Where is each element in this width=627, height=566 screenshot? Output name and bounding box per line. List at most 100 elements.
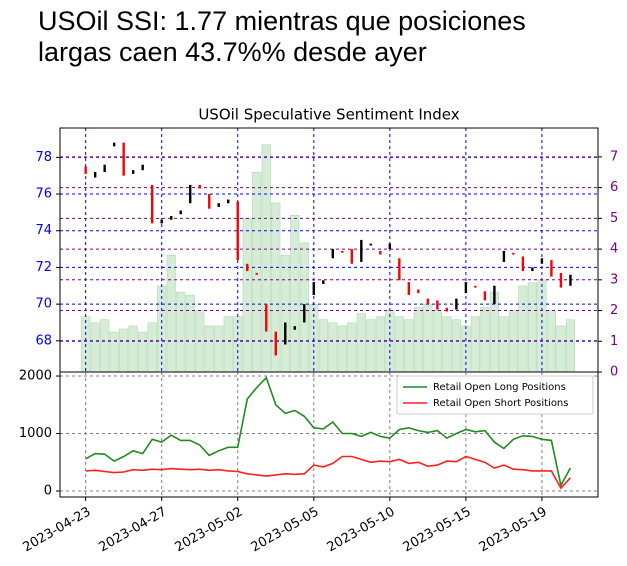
legend-label: Retail Open Long Positions	[433, 382, 566, 393]
candle	[236, 201, 239, 261]
candle	[398, 258, 401, 281]
y2-tick-label: 3	[610, 272, 618, 287]
candle	[322, 280, 325, 284]
candle	[160, 219, 163, 224]
candle	[131, 170, 135, 174]
chart-title: USOil Speculative Sentiment Index	[198, 106, 459, 124]
y-tick-label: 76	[35, 187, 52, 202]
y-tick-label: 0	[44, 484, 52, 499]
candle	[407, 282, 411, 295]
x-tick-label: 2023-04-27	[97, 505, 170, 556]
ssi-bar	[442, 316, 452, 373]
ssi-bar	[166, 254, 176, 373]
headline: USOil SSI: 1.77 mientras que posiciones …	[38, 6, 526, 67]
candle	[350, 249, 354, 264]
candle	[312, 282, 315, 295]
ssi-bar	[413, 307, 423, 373]
candle	[284, 322, 287, 345]
y2-tick-label: 2	[610, 303, 618, 318]
ssi-bar	[565, 319, 575, 373]
ssi-bar	[470, 316, 480, 373]
candle	[550, 260, 553, 277]
ssi-bar	[100, 319, 110, 373]
ssi-bar	[518, 285, 528, 373]
candle	[540, 258, 544, 264]
ssi-bar	[109, 331, 119, 373]
candle	[293, 326, 296, 330]
plot-frame	[59, 371, 599, 498]
candle	[360, 239, 363, 262]
y2-tick-label: 4	[610, 242, 618, 257]
ssi-bar	[527, 282, 537, 373]
ssi-bar	[394, 316, 404, 373]
candle	[93, 172, 97, 178]
series-line	[85, 376, 572, 488]
candle	[521, 256, 525, 272]
legend-label: Retail Open Short Positions	[433, 398, 568, 409]
legend: Retail Open Long Positions Retail Open Sh…	[396, 375, 594, 415]
ssi-bar	[404, 319, 414, 373]
candle	[436, 300, 439, 310]
y-tick-label: 2000	[19, 369, 52, 384]
candle	[341, 250, 344, 253]
x-tick-label: 2023-05-02	[173, 505, 246, 556]
series-line	[85, 455, 571, 490]
ssi-bar	[556, 325, 566, 373]
candle	[179, 210, 182, 215]
ssi-bar	[451, 319, 461, 373]
x-tick-label: 2023-05-19	[477, 505, 550, 556]
candle	[274, 331, 277, 356]
y-tick-label: 78	[35, 150, 52, 165]
candle	[227, 199, 230, 204]
ssi-bar	[128, 325, 138, 373]
ssi-bar	[185, 294, 195, 373]
ssi-bar	[499, 316, 509, 373]
ssi-bar	[375, 316, 385, 373]
ssi-bar	[480, 307, 490, 373]
x-tick-label: 2023-04-23	[20, 505, 93, 556]
ssi-bar	[138, 331, 148, 373]
x-tick-label: 2023-05-10	[325, 505, 398, 556]
ssi-bar	[204, 325, 214, 373]
y-tick-label: 68	[35, 333, 52, 348]
candle	[265, 304, 268, 332]
y-tick-label: 70	[35, 297, 52, 312]
ssi-bar	[261, 144, 271, 373]
x-tick-label: 2023-05-05	[249, 505, 322, 556]
candle	[445, 307, 449, 312]
candle	[379, 250, 382, 255]
candle	[483, 291, 487, 301]
candle	[369, 243, 373, 246]
y2-tick-label: 6	[610, 180, 618, 195]
candle	[531, 267, 534, 272]
candle	[208, 194, 211, 209]
candle	[417, 289, 420, 294]
candle	[189, 184, 192, 204]
ssi-bar	[252, 172, 262, 373]
ssi-bar	[90, 322, 100, 373]
ssi-bar	[280, 254, 290, 373]
ssi-bar	[356, 313, 366, 373]
candle	[217, 203, 220, 207]
y-tick-label: 74	[35, 223, 52, 238]
y2-tick-label: 1	[610, 334, 618, 349]
ssi-bar	[290, 215, 300, 373]
candle	[112, 142, 116, 147]
candle	[502, 250, 506, 262]
ssi-bar	[423, 304, 433, 373]
ssi-bar	[214, 325, 224, 373]
ssi-bar	[347, 322, 357, 373]
candle	[170, 216, 173, 220]
ssi-bar	[242, 218, 252, 373]
y-tick-label: 72	[35, 260, 52, 275]
candle	[512, 252, 515, 255]
candle	[84, 166, 87, 174]
candle	[198, 184, 201, 189]
y2-tick-label: 5	[610, 211, 618, 226]
candle	[388, 243, 392, 250]
ssi-bar	[318, 319, 328, 373]
candle	[464, 282, 468, 294]
candle	[255, 272, 258, 275]
candle	[426, 298, 430, 305]
